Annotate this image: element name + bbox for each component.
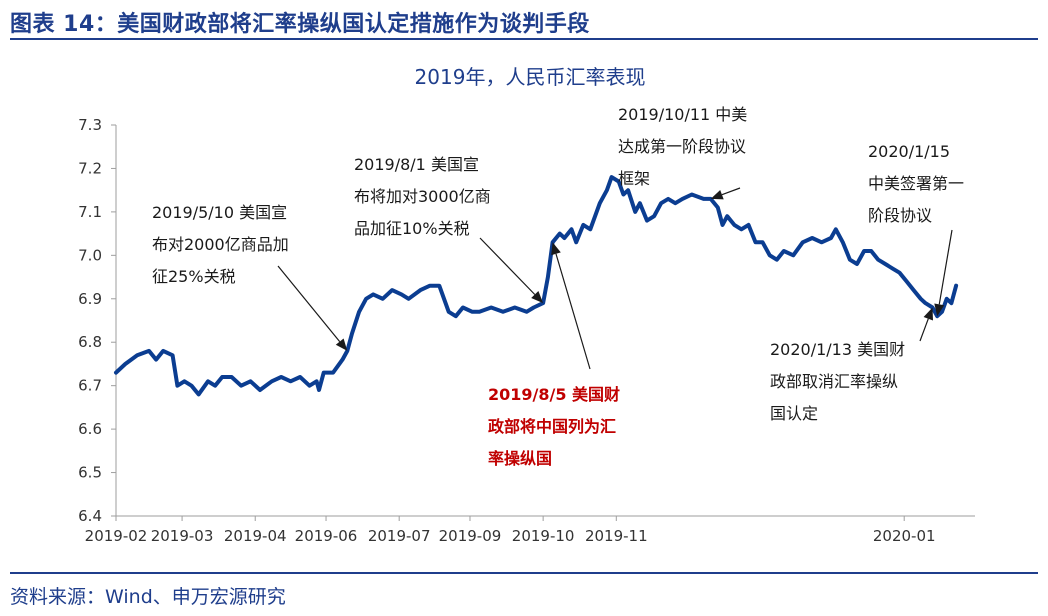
x-tick-label: 2019-02 [85,527,148,545]
y-tick-label: 6.6 [78,420,102,438]
y-tick-label: 7.2 [78,159,102,177]
annotation-text: 阶段协议 [868,206,932,225]
annotation-arrow-line [721,187,741,196]
annotation-text: 布将加对3000亿商 [354,187,491,206]
annotation-text: 征25%关税 [152,267,236,286]
title-rule [10,38,1038,40]
series-line-0 [114,175,959,397]
annotation-arrow-line [277,265,341,342]
x-tick-label: 2019-06 [295,527,358,545]
x-tick-label: 2019-10 [512,527,575,545]
chart-title: 2019年，人民币汇率表现 [415,65,646,89]
annotation-text: 2019/8/1 美国宣 [354,155,479,174]
annotation-arrow-head [934,303,945,317]
x-tick-label: 2019-09 [439,527,502,545]
annotation-text: 2020/1/15 [868,142,950,161]
y-tick-label: 6.8 [78,333,102,351]
annotation-arrow-head [335,338,348,351]
x-tick-label: 2020-01 [873,527,936,545]
figure-title: 图表 14：美国财政部将汇率操纵国认定措施作为谈判手段 [10,12,590,37]
annotation-text: 国认定 [770,404,818,423]
annotation-arrow-head [923,307,933,321]
annotation-text: 2019/5/10 美国宣 [152,203,287,222]
annotation-arrow-head [531,291,544,304]
annotation-text: 布对2000亿商品加 [152,235,289,254]
y-tick-label: 7.3 [78,116,102,134]
annotation-text: 政部将中国列为汇 [488,417,616,436]
annotation-text: 政部取消汇率操纵 [770,372,898,391]
annotation-arrow-line [479,237,536,295]
chart-canvas: 2019年，人民币汇率表现 6.4 6.5 6.6 6.7 6.8 6.9 7.0 7.1 7.… [78,65,975,545]
annotation-arrow-line [919,318,929,342]
plot-area [114,175,959,397]
annotation-text: 框架 [618,169,650,188]
y-tick-label: 6.5 [78,464,102,482]
y-tick-label: 6.9 [78,290,102,308]
annotation-text: 率操纵国 [488,449,552,468]
y-tick-label: 6.4 [78,507,102,525]
annotation-text: 2019/10/11 中美 [618,105,747,124]
annotation-text: 2019/8/5 美国财 [488,385,620,404]
annotation-text: 2020/1/13 美国财 [770,340,905,359]
annotation-arrow-line [938,229,953,305]
annotation-arrow-head [710,190,724,200]
annotation-arrow-line [555,253,591,370]
annotation-arrow-head [551,242,561,256]
x-tick-label: 2019-07 [368,527,431,545]
x-tick-label: 2019-03 [151,527,214,545]
x-tick-label: 2019-04 [224,527,287,545]
y-tick-label: 7.1 [78,203,102,221]
annotation-text: 品加征10%关税 [354,219,470,238]
y-tick-label: 7.0 [78,246,102,264]
annotation-text: 中美签署第一 [868,174,964,193]
annotation-text: 达成第一阶段协议 [618,137,746,156]
source-note: 资料来源：Wind、申万宏源研究 [10,586,286,608]
x-tick-label: 2019-11 [585,527,648,545]
y-tick-label: 6.7 [78,377,102,395]
footer-rule [10,572,1038,574]
